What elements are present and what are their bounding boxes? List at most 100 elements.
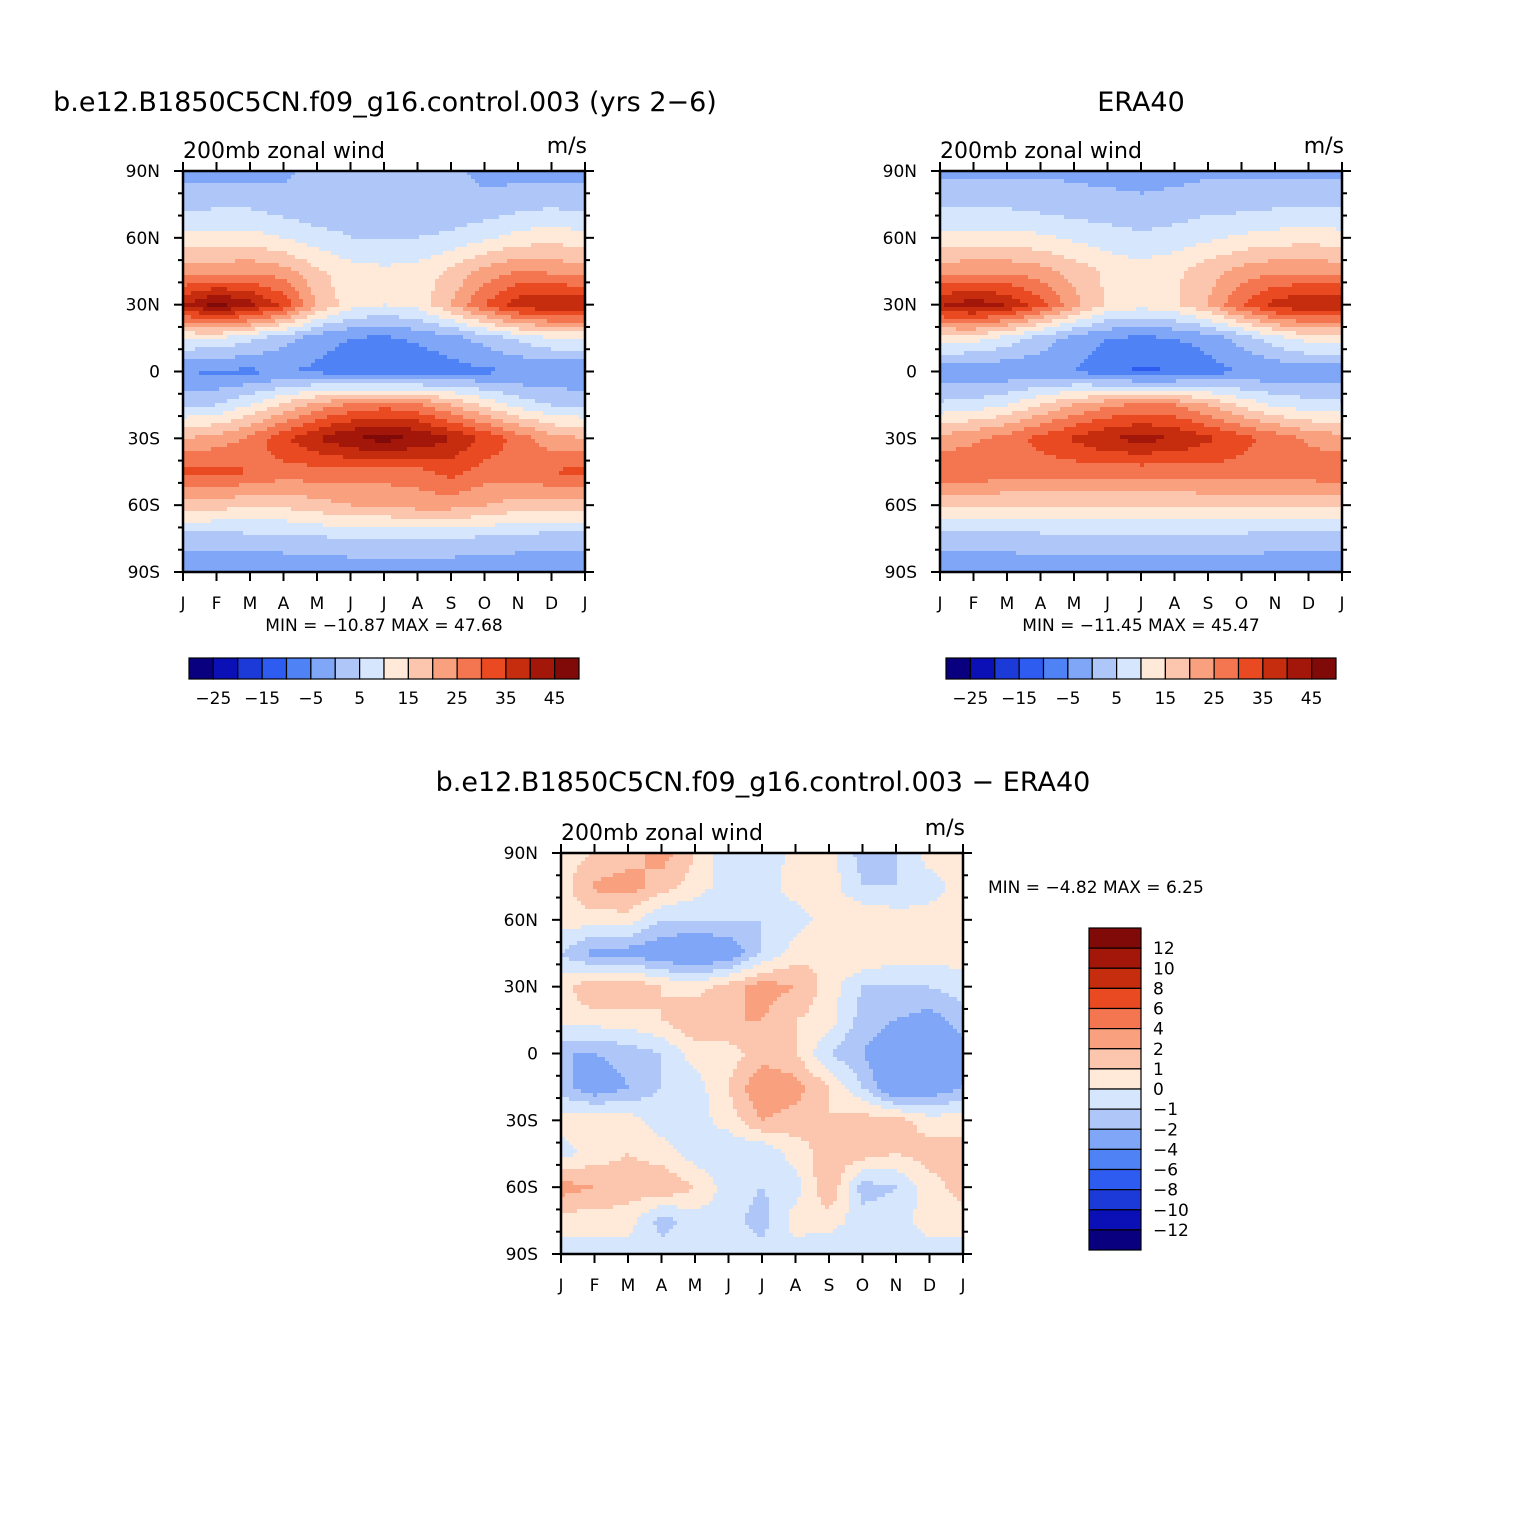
- contour-cell: [223, 363, 228, 368]
- contour-cell: [495, 283, 500, 288]
- contour-cell: [291, 247, 296, 252]
- contour-cell: [483, 363, 488, 368]
- contour-cell: [535, 187, 540, 192]
- contour-cell: [579, 171, 584, 176]
- contour-cell: [231, 235, 236, 240]
- contour-cell: [543, 215, 548, 220]
- contour-cell: [395, 227, 400, 232]
- contour-cell: [439, 343, 444, 348]
- contour-cell: [371, 355, 376, 360]
- contour-cell: [551, 307, 556, 312]
- contour-cell: [271, 247, 276, 252]
- contour-cell: [295, 267, 300, 272]
- contour-cell: [315, 311, 320, 316]
- contour-cell: [491, 279, 496, 284]
- contour-cell: [395, 179, 400, 184]
- contour-cell: [471, 271, 476, 276]
- contour-cell: [459, 307, 464, 312]
- contour-cell: [327, 351, 332, 356]
- contour-cell: [299, 223, 304, 228]
- contour-cell: [527, 283, 532, 288]
- contour-cell: [543, 279, 548, 284]
- contour-cell: [471, 347, 476, 352]
- contour-cell: [411, 175, 416, 180]
- contour-cell: [191, 183, 196, 188]
- contour-cell: [407, 171, 412, 176]
- contour-cell: [431, 291, 436, 296]
- contour-cell: [491, 219, 496, 224]
- contour-cell: [331, 195, 336, 200]
- model-panel-field-label: 200mb zonal wind: [183, 139, 385, 164]
- contour-cell: [439, 315, 444, 320]
- contour-cell: [379, 363, 384, 368]
- contour-cell: [303, 351, 308, 356]
- contour-cell: [475, 215, 480, 220]
- contour-cell: [215, 239, 220, 244]
- contour-cell: [243, 319, 248, 324]
- contour-cell: [183, 343, 188, 348]
- contour-cell: [483, 271, 488, 276]
- contour-cell: [343, 207, 348, 212]
- contour-cell: [311, 199, 316, 204]
- contour-cell: [271, 271, 276, 276]
- contour-cell: [507, 195, 512, 200]
- contour-cell: [343, 347, 348, 352]
- contour-cell: [295, 179, 300, 184]
- contour-cell: [579, 303, 584, 308]
- contour-cell: [487, 347, 492, 352]
- contour-cell: [303, 295, 308, 300]
- contour-cell: [471, 307, 476, 312]
- contour-cell: [487, 251, 492, 256]
- contour-cell: [367, 363, 372, 368]
- contour-cell: [187, 275, 192, 280]
- contour-cell: [455, 303, 460, 308]
- contour-cell: [575, 171, 580, 176]
- contour-cell: [487, 223, 492, 228]
- contour-cell: [551, 319, 556, 324]
- contour-cell: [371, 283, 376, 288]
- contour-cell: [499, 235, 504, 240]
- contour-cell: [447, 355, 452, 360]
- contour-cell: [459, 223, 464, 228]
- contour-cell: [575, 299, 580, 304]
- contour-cell: [451, 303, 456, 308]
- contour-cell: [511, 263, 516, 268]
- contour-cell: [343, 195, 348, 200]
- contour-cell: [323, 195, 328, 200]
- contour-cell: [491, 299, 496, 304]
- contour-cell: [207, 299, 212, 304]
- contour-cell: [243, 275, 248, 280]
- contour-cell: [459, 259, 464, 264]
- contour-cell: [299, 339, 304, 344]
- contour-cell: [543, 267, 548, 272]
- contour-cell: [303, 239, 308, 244]
- contour-cell: [343, 315, 348, 320]
- contour-cell: [227, 271, 232, 276]
- contour-cell: [439, 335, 444, 340]
- contour-cell: [439, 199, 444, 204]
- contour-cell: [187, 271, 192, 276]
- contour-cell: [315, 243, 320, 248]
- contour-cell: [291, 179, 296, 184]
- contour-cell: [499, 319, 504, 324]
- contour-cell: [187, 227, 192, 232]
- contour-cell: [499, 299, 504, 304]
- contour-cell: [535, 287, 540, 292]
- contour-cell: [527, 183, 532, 188]
- contour-cell: [535, 247, 540, 252]
- contour-cell: [515, 231, 520, 236]
- contour-cell: [371, 203, 376, 208]
- contour-cell: [471, 175, 476, 180]
- contour-cell: [431, 335, 436, 340]
- contour-cell: [559, 319, 564, 324]
- contour-cell: [379, 295, 384, 300]
- contour-cell: [519, 175, 524, 180]
- contour-cell: [303, 187, 308, 192]
- contour-cell: [315, 251, 320, 256]
- contour-cell: [427, 315, 432, 320]
- contour-cell: [339, 235, 344, 240]
- contour-cell: [491, 283, 496, 288]
- contour-cell: [183, 347, 188, 352]
- contour-cell: [487, 355, 492, 360]
- contour-cell: [199, 191, 204, 196]
